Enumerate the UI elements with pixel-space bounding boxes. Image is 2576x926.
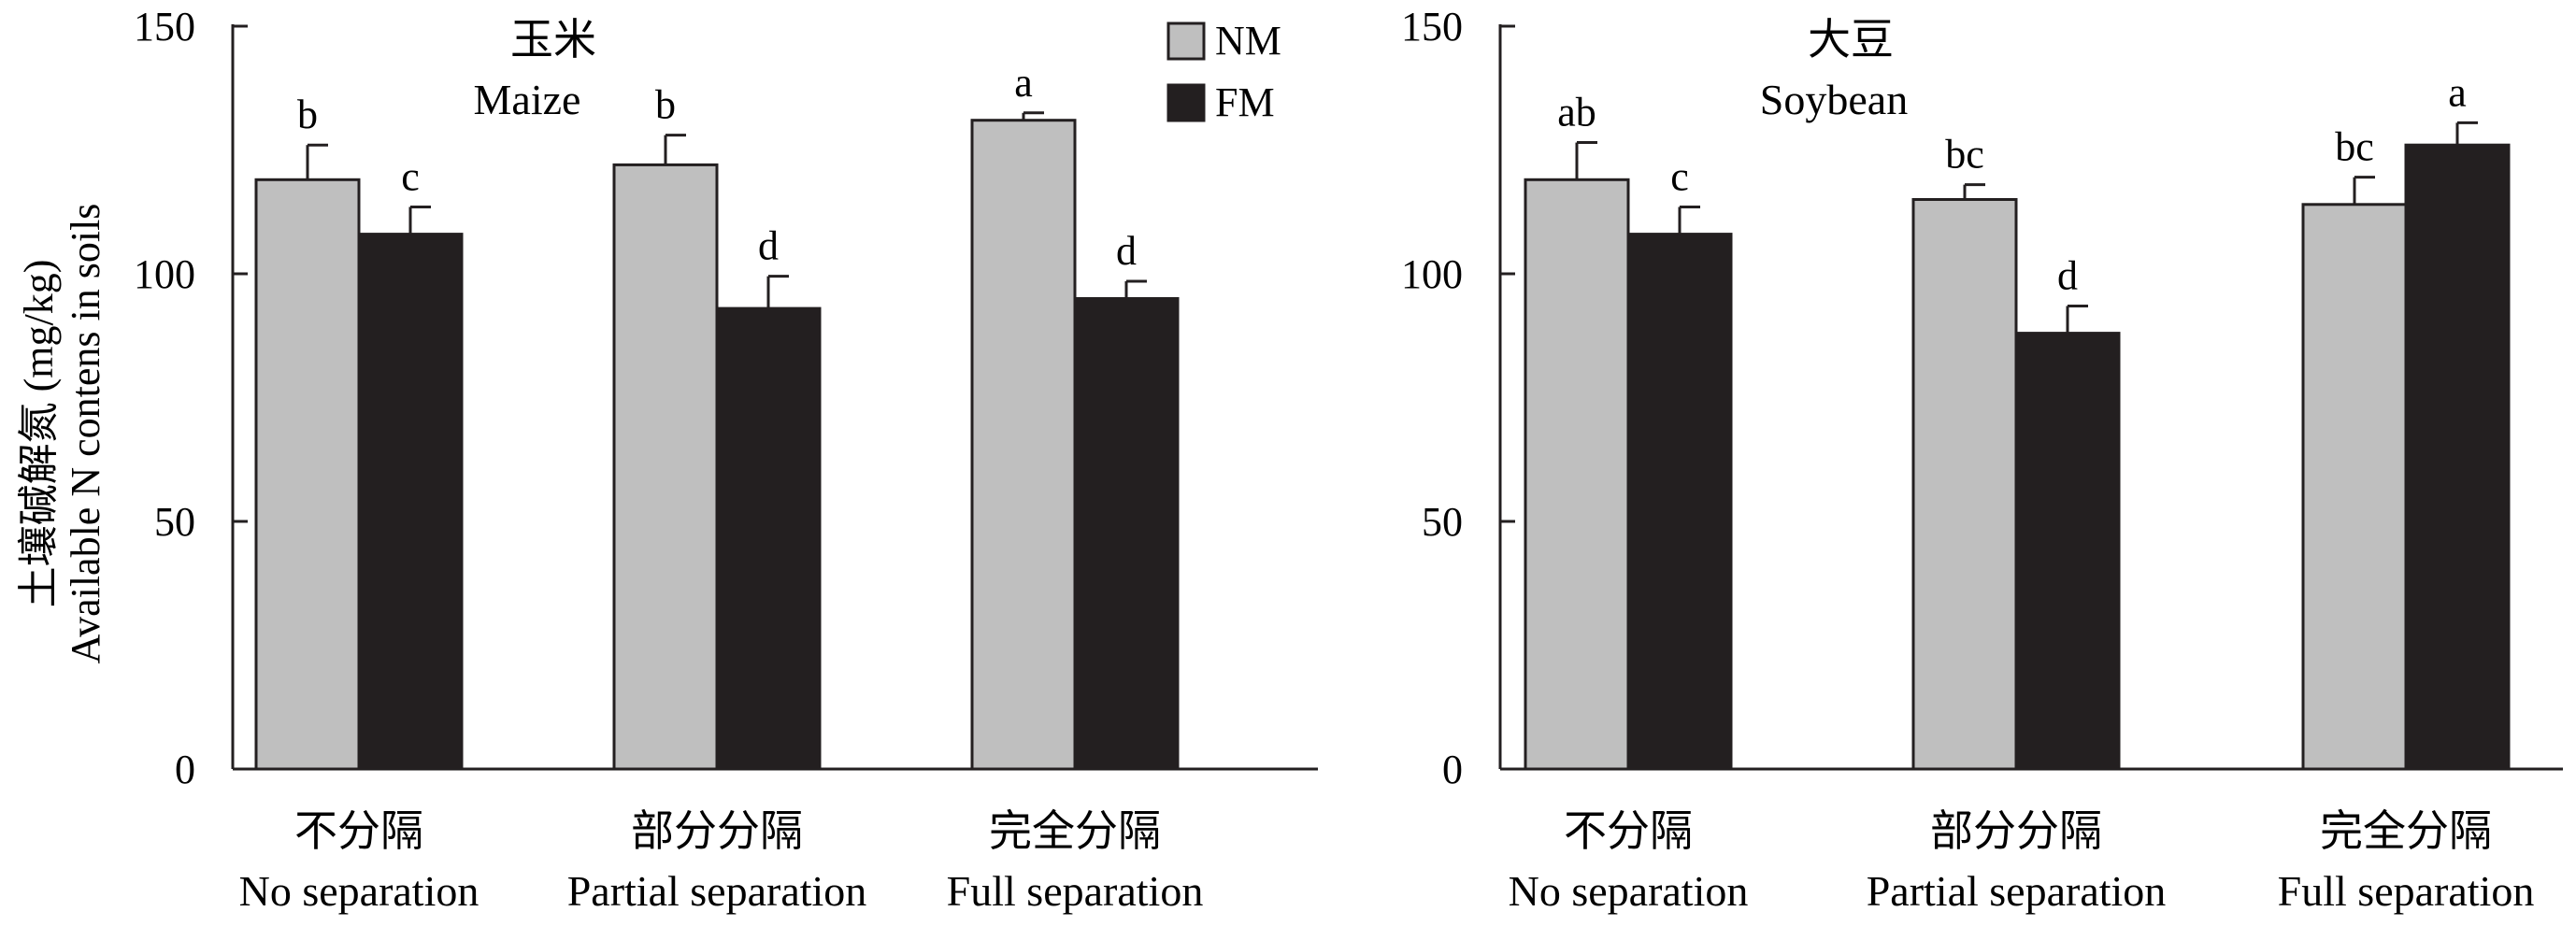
y-tick-label: 50 — [1422, 499, 1463, 545]
y-tick-label: 150 — [134, 4, 195, 50]
y-axis-label-en: Available N contens in soils — [63, 204, 108, 664]
legend-label-nm: NM — [1215, 18, 1281, 64]
significance-letter: d — [758, 223, 779, 269]
significance-letter: c — [401, 153, 420, 199]
significance-letter: bc — [2335, 124, 2374, 170]
bar-fm — [1626, 233, 1733, 771]
significance-letter: bc — [1945, 132, 1984, 178]
significance-letter: d — [1116, 228, 1137, 274]
category-label-cn: 不分隔 — [1564, 807, 1693, 855]
bar-nm — [970, 119, 1077, 771]
y-tick-label: 150 — [1401, 4, 1463, 50]
category-label-cn: 部分分隔 — [1930, 807, 2102, 855]
legend: NM FM — [1166, 18, 1281, 125]
maize-panel: 0 50 100 150 玉米 Maize b c 不分隔 No separation b d 部分分隔… — [134, 4, 1318, 915]
panel-title-cn: 玉米 — [510, 16, 596, 64]
category-label-en: No separation — [1509, 867, 1749, 915]
significance-letter: d — [2057, 252, 2078, 298]
significance-letter: ab — [1557, 90, 1596, 135]
panel-title-en: Soybean — [1760, 76, 1908, 123]
category-label-cn: 不分隔 — [294, 807, 423, 855]
category-label-en: Partial separation — [567, 867, 867, 915]
legend-swatch-nm — [1166, 21, 1206, 61]
bar-fm — [357, 233, 464, 771]
significance-letter: a — [2448, 69, 2467, 115]
significance-letter: c — [1670, 153, 1689, 199]
bar-nm — [1524, 178, 1630, 771]
y-tick-label: 100 — [134, 251, 195, 297]
bar-fm — [2404, 143, 2511, 771]
significance-letter: b — [297, 92, 318, 137]
legend-swatch-fm — [1166, 83, 1206, 122]
panel-title-en: Maize — [474, 76, 581, 123]
bar-nm — [254, 178, 361, 771]
panel-title-cn: 大豆 — [1808, 16, 1894, 64]
y-tick-label: 0 — [175, 747, 195, 792]
bar-nm — [612, 163, 719, 771]
y-tick-label: 100 — [1401, 251, 1463, 297]
bar-nm — [2301, 203, 2408, 771]
significance-letter: b — [655, 82, 676, 128]
category-label-cn: 部分分隔 — [631, 807, 803, 855]
y-axis-label: 土壤碱解氮 (mg/kg) Available N contens in soi… — [16, 204, 108, 664]
legend-label-fm: FM — [1215, 79, 1275, 125]
category-label-en: Full separation — [2278, 867, 2535, 915]
bar-nm — [1911, 198, 2018, 771]
category-label-en: Full separation — [947, 867, 1204, 915]
bar-fm — [2014, 332, 2121, 771]
bar-fm — [715, 306, 822, 771]
category-label-en: Partial separation — [1867, 867, 2167, 915]
significance-letter: a — [1014, 60, 1033, 106]
y-tick-label: 50 — [154, 499, 195, 545]
category-label-en: No separation — [239, 867, 479, 915]
y-tick-label: 0 — [1442, 747, 1463, 792]
category-label-cn: 完全分隔 — [989, 807, 1161, 855]
bar-fm — [1073, 297, 1180, 771]
category-label-cn: 完全分隔 — [2320, 807, 2492, 855]
y-axis-label-cn: 土壤碱解氮 (mg/kg) — [16, 260, 62, 608]
